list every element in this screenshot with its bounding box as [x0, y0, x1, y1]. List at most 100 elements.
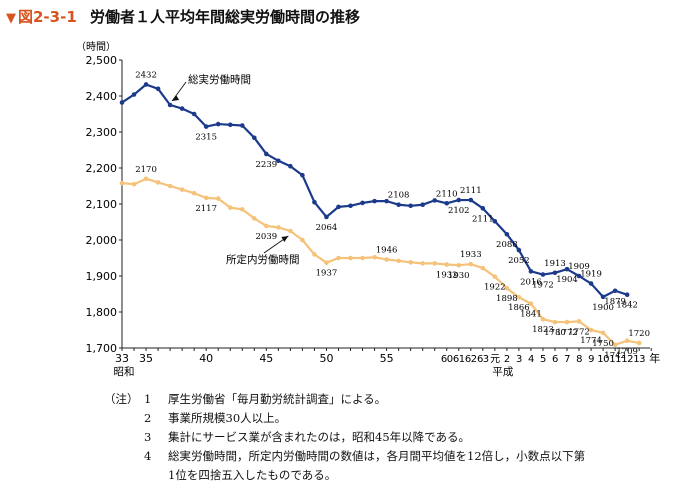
note-text: 厚生労働省「毎月勤労統計調査」による。: [168, 392, 387, 406]
data-point: [143, 82, 149, 87]
data-point: [456, 197, 462, 203]
data-point: [612, 288, 618, 294]
data-label: 2117: [195, 204, 217, 214]
data-point: [191, 190, 197, 196]
figure-title: ▼ 図2-3-1 労働者１人平均年間総実労働時間の推移: [6, 6, 360, 27]
x-tick-label: 12: [621, 354, 633, 365]
data-label: 2170: [135, 165, 157, 175]
y-tick-label: 2,000: [86, 234, 118, 247]
data-label: 1909: [568, 262, 590, 272]
data-point: [300, 172, 305, 178]
data-label: 2111: [460, 186, 482, 196]
data-point: [288, 163, 293, 169]
data-label: 1714: [644, 0, 666, 3]
triangle-marker-icon: ▼: [6, 11, 16, 26]
data-label: 1750: [592, 339, 614, 349]
data-point: [516, 247, 522, 253]
data-point: [300, 237, 305, 243]
data-label: 1937: [316, 269, 338, 279]
data-point: [360, 200, 365, 206]
note-row-4: 4 総実労働時間，所定内労働時間の数値は，各月間平均値を12倍し，小数点以下第: [104, 447, 585, 466]
x-tick-label: 13: [633, 354, 645, 365]
x-tick-label: 5: [540, 354, 546, 365]
arrow-head-icon: [281, 236, 289, 242]
data-point: [372, 254, 377, 260]
line-chart: （時間） 1,700 1,800 1,900 2,000 2,100 2,200 2,300 2…: [76, 0, 666, 378]
data-point: [432, 261, 438, 266]
chart-axes: （時間） 1,700 1,800 1,900 2,000 2,100 2,200 2,300 2…: [76, 41, 660, 378]
data-point: [348, 255, 353, 261]
data-label: 1841: [520, 310, 542, 320]
data-label: 1742: [604, 351, 626, 361]
x-tick-label: 4: [528, 354, 534, 365]
data-label: 1932: [436, 270, 458, 280]
data-label: 2039: [256, 232, 278, 242]
data-point: [252, 216, 257, 221]
note-text: 1位を四捨五入したものである。: [168, 468, 337, 482]
data-point: [348, 203, 353, 209]
data-point: [239, 207, 245, 212]
data-point: [408, 260, 413, 265]
data-point: [492, 274, 498, 280]
data-point: [540, 272, 546, 277]
x-tick-label: 10: [597, 354, 609, 365]
data-label: 1842: [616, 301, 638, 311]
data-point: [155, 180, 161, 185]
data-point: [468, 197, 474, 203]
data-point: [276, 158, 281, 164]
y-tick-label: 1,800: [86, 306, 118, 319]
data-point: [420, 202, 425, 208]
data-label: 2111: [472, 214, 494, 224]
data-label: 2239: [256, 160, 278, 170]
note-row-4-cont: 1位を四捨五入したものである。: [104, 466, 585, 485]
data-label: 1774: [580, 336, 602, 346]
data-label: 1772: [568, 327, 590, 337]
data-point: [167, 183, 173, 189]
data-point: [264, 151, 269, 157]
data-point: [119, 100, 125, 105]
data-label: 2110: [436, 189, 458, 199]
data-label: 2088: [496, 240, 518, 250]
data-point: [540, 316, 546, 322]
data-point: [636, 340, 642, 346]
data-point: [588, 327, 594, 333]
data-point: [420, 261, 425, 266]
data-point: [516, 294, 522, 300]
note-text: 集計にサービス業が含まれたのは，昭和45年以降である。: [168, 430, 471, 444]
x-tick-label: 11: [609, 354, 621, 365]
x-tick-label: 元: [490, 354, 500, 365]
data-point: [444, 200, 450, 206]
data-point: [131, 181, 137, 187]
y-tick-label: 2,300: [86, 126, 118, 139]
notes-section: （注） 1 厚生労働省「毎月勤労統計調査」による。 2 事業所規模30人以上。 …: [104, 390, 585, 485]
data-label: 2016: [520, 277, 542, 287]
arrow-head-icon: [172, 95, 180, 101]
data-point: [203, 195, 209, 201]
series-annotation-total-hours: 総実労働時間: [188, 73, 251, 86]
data-point: [600, 294, 606, 300]
series-annotation-scheduled-hours: 所定内労働時間: [226, 253, 300, 266]
data-point: [396, 258, 401, 264]
note-text: 事業所規模30人以上。: [168, 411, 287, 425]
data-point: [576, 273, 582, 279]
data-label: 1900: [592, 303, 614, 313]
data-label: 1930: [448, 271, 470, 281]
data-label: 2108: [388, 191, 410, 201]
note-row-2: 2 事業所規模30人以上。: [104, 409, 585, 428]
data-point: [480, 206, 486, 211]
data-point: [324, 260, 329, 265]
y-axis-unit-label: （時間）: [76, 41, 116, 53]
data-point: [624, 338, 630, 344]
data-label: 1823: [532, 325, 554, 335]
data-point: [252, 135, 257, 141]
x-tick-label: 61: [453, 354, 465, 365]
note-number: 1: [144, 392, 152, 406]
chart-series: [119, 82, 642, 348]
data-point: [564, 319, 570, 325]
y-tick-label: 2,200: [86, 162, 118, 175]
x-tick-label: 50: [319, 352, 333, 365]
era-label: 平成: [492, 366, 513, 378]
data-point: [143, 176, 149, 182]
data-point: [552, 270, 558, 276]
